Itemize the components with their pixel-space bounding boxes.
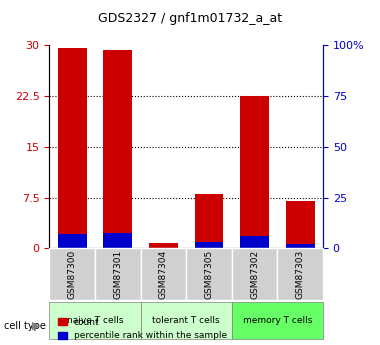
FancyBboxPatch shape <box>49 248 95 300</box>
Bar <box>149 243 178 248</box>
Bar <box>240 96 269 248</box>
Text: GSM87304: GSM87304 <box>159 250 168 299</box>
Bar <box>58 48 87 248</box>
Text: memory T cells: memory T cells <box>243 316 312 325</box>
Bar <box>286 201 315 248</box>
Bar <box>286 244 315 248</box>
Bar <box>195 242 223 248</box>
Bar <box>103 50 132 248</box>
FancyBboxPatch shape <box>232 248 277 300</box>
Text: naive T cells: naive T cells <box>67 316 123 325</box>
Bar <box>58 234 87 248</box>
Text: tolerant T cells: tolerant T cells <box>152 316 220 325</box>
Text: ▶: ▶ <box>32 321 41 331</box>
FancyBboxPatch shape <box>232 302 323 339</box>
FancyBboxPatch shape <box>95 248 141 300</box>
Text: GSM87305: GSM87305 <box>204 250 214 299</box>
Text: GSM87302: GSM87302 <box>250 250 259 299</box>
Bar <box>240 236 269 248</box>
FancyBboxPatch shape <box>186 248 232 300</box>
FancyBboxPatch shape <box>49 302 141 339</box>
FancyBboxPatch shape <box>141 248 186 300</box>
FancyBboxPatch shape <box>141 302 232 339</box>
Bar <box>103 233 132 248</box>
Text: cell type: cell type <box>4 321 46 331</box>
Legend: count, percentile rank within the sample: count, percentile rank within the sample <box>54 314 231 344</box>
Bar <box>195 194 223 248</box>
Text: GSM87303: GSM87303 <box>296 250 305 299</box>
Text: GSM87300: GSM87300 <box>68 250 77 299</box>
Text: GDS2327 / gnf1m01732_a_at: GDS2327 / gnf1m01732_a_at <box>98 12 282 25</box>
Text: GSM87301: GSM87301 <box>113 250 122 299</box>
FancyBboxPatch shape <box>277 248 323 300</box>
